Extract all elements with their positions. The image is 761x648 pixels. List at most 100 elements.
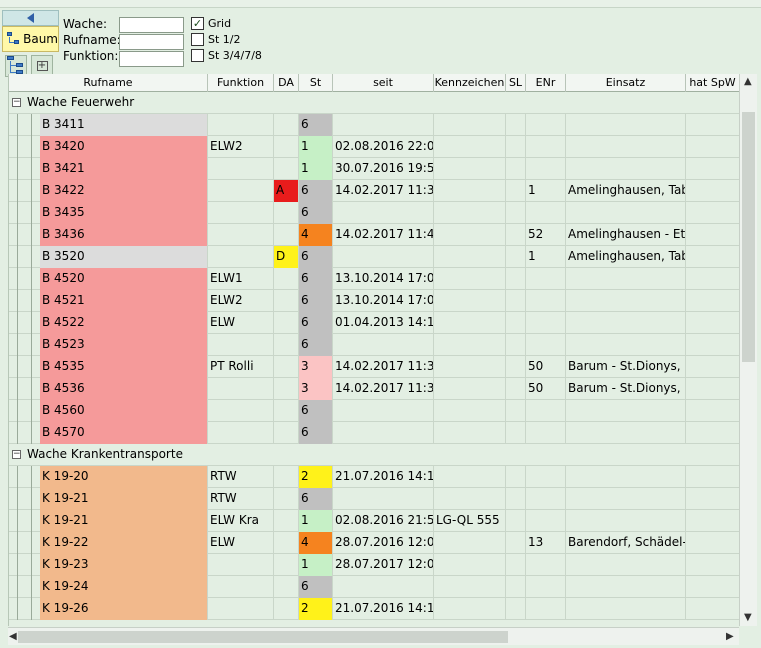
table-row[interactable]: K 19-22 ELW 4 28.07.2016 12:09 13 Barendorf, … <box>9 532 739 554</box>
table-row[interactable]: B 3520 D 6 1 Amelinghausen, Tabl <box>9 246 739 268</box>
st12-checkbox-label: St 1/2 <box>208 33 241 46</box>
table-row[interactable]: B 3411 6 <box>9 114 739 136</box>
scroll-left-icon[interactable]: ◀ <box>9 631 17 642</box>
cell-spw <box>686 532 739 554</box>
column-header-einsatz[interactable]: Einsatz <box>566 74 686 92</box>
tree-guide-line <box>17 466 18 620</box>
collapse-icon[interactable]: − <box>12 97 21 107</box>
table-row[interactable]: K 19-21 RTW 6 <box>9 488 739 510</box>
vertical-scrollbar[interactable]: ▲ ▼ <box>739 74 757 626</box>
cell-enr <box>526 114 566 136</box>
cell-einsatz <box>566 422 686 444</box>
cell-funktion <box>208 202 274 224</box>
cell-spw <box>686 246 739 268</box>
cell-da <box>274 532 299 554</box>
cell-funktion <box>208 422 274 444</box>
cell-einsatz: Barum - St.Dionys, Ei <box>566 378 686 400</box>
cell-seit <box>333 246 434 268</box>
collapse-icon[interactable]: − <box>12 449 21 459</box>
st12-checkbox[interactable]: St 1/2 <box>191 33 241 46</box>
wache-input[interactable] <box>119 17 184 33</box>
back-button[interactable] <box>2 10 59 26</box>
horizontal-scrollbar[interactable]: ◀ ▶ <box>8 627 739 645</box>
cell-kennz <box>434 356 506 378</box>
cell-da <box>274 114 299 136</box>
cell-enr <box>526 136 566 158</box>
table-row[interactable]: K 19-23 1 28.07.2017 12:09 <box>9 554 739 576</box>
column-header-enr[interactable]: ENr <box>526 74 566 92</box>
cell-enr <box>526 554 566 576</box>
baum-button[interactable]: Baum <box>2 26 59 52</box>
table-row[interactable]: B 4535 PT Rolli 3 14.02.2017 11:38 50 Barum -… <box>9 356 739 378</box>
table-row[interactable]: B 4520 ELW1 6 13.10.2014 17:04 <box>9 268 739 290</box>
cell-st: 4 <box>299 532 333 554</box>
cell-funktion <box>208 334 274 356</box>
table-row[interactable]: B 3421 1 30.07.2016 19:52 <box>9 158 739 180</box>
table-row[interactable]: K 19-21 ELW Kra 1 02.08.2016 21:59 LG-QL 555 <box>9 510 739 532</box>
table-row[interactable]: B 3422 A 6 14.02.2017 11:37 1 Amelinghausen, … <box>9 180 739 202</box>
cell-enr <box>526 422 566 444</box>
column-header-sl[interactable]: SL <box>506 74 526 92</box>
column-header-st[interactable]: St <box>299 74 333 92</box>
cell-enr <box>526 334 566 356</box>
cell-enr: 1 <box>526 246 566 268</box>
cell-sl <box>506 290 526 312</box>
scroll-right-icon[interactable]: ▶ <box>726 631 734 642</box>
cell-funktion <box>208 554 274 576</box>
scroll-down-icon[interactable]: ▼ <box>744 612 752 623</box>
table-row[interactable]: B 4536 3 14.02.2017 11:39 50 Barum - St.Dion… <box>9 378 739 400</box>
wache-label: Wache: <box>63 17 108 31</box>
st3478-checkbox-label: St 3/4/7/8 <box>208 49 262 62</box>
table-row[interactable]: B 4523 6 <box>9 334 739 356</box>
cell-einsatz <box>566 466 686 488</box>
table-row[interactable]: B 4570 6 <box>9 422 739 444</box>
column-header-rufname[interactable]: Rufname <box>9 74 208 92</box>
cell-einsatz <box>566 488 686 510</box>
table-row[interactable]: B 3420 ELW2 1 02.08.2016 22:00 <box>9 136 739 158</box>
horizontal-scroll-thumb[interactable] <box>18 631 508 643</box>
table-row[interactable]: B 3436 4 14.02.2017 11:40 52 Amelinghausen -… <box>9 224 739 246</box>
table-row[interactable]: B 4521 ELW2 6 13.10.2014 17:04 <box>9 290 739 312</box>
cell-rufname: B 3421 <box>40 158 208 180</box>
table-row[interactable]: K 19-24 6 <box>9 576 739 598</box>
scroll-up-icon[interactable]: ▲ <box>744 76 752 87</box>
tree-expand-icon <box>7 56 25 76</box>
cell-rufname: K 19-21 <box>40 488 208 510</box>
column-header-funktion[interactable]: Funktion <box>208 74 274 92</box>
cell-enr: 52 <box>526 224 566 246</box>
grid-checkbox[interactable]: ✓ Grid <box>191 17 231 30</box>
cell-st: 6 <box>299 312 333 334</box>
table-row[interactable]: B 4522 ELW 6 01.04.2013 14:17 <box>9 312 739 334</box>
cell-sl <box>506 510 526 532</box>
column-header-seit[interactable]: seit <box>333 74 434 92</box>
column-header-da[interactable]: DA <box>274 74 299 92</box>
cell-st: 3 <box>299 378 333 400</box>
cell-kennz <box>434 334 506 356</box>
group-row[interactable]: − Wache Krankentransporte <box>9 444 739 466</box>
table-row[interactable]: K 19-20 RTW 2 21.07.2016 14:11 <box>9 466 739 488</box>
cell-spw <box>686 224 739 246</box>
cell-da <box>274 290 299 312</box>
cell-enr: 50 <box>526 378 566 400</box>
checkmark-icon: ✓ <box>191 17 204 30</box>
st3478-checkbox[interactable]: St 3/4/7/8 <box>191 49 262 62</box>
table-row[interactable]: K 19-26 2 21.07.2016 14:11 <box>9 598 739 620</box>
funktion-label: Funktion: <box>63 49 119 63</box>
cell-kennz <box>434 202 506 224</box>
cell-seit: 02.08.2016 22:00 <box>333 136 434 158</box>
cell-funktion <box>208 378 274 400</box>
add-button[interactable]: + <box>31 55 53 77</box>
rufname-input[interactable] <box>119 34 184 50</box>
vertical-scroll-thumb[interactable] <box>742 112 755 362</box>
column-header-kennzeichen[interactable]: Kennzeichen <box>434 74 506 92</box>
funktion-input[interactable] <box>119 51 184 67</box>
cell-kennz <box>434 532 506 554</box>
table-row[interactable]: B 3435 6 <box>9 202 739 224</box>
group-row[interactable]: − Wache Feuerwehr <box>9 92 739 114</box>
cell-enr <box>526 290 566 312</box>
cell-st: 6 <box>299 180 333 202</box>
cell-rufname: B 4522 <box>40 312 208 334</box>
table-row[interactable]: B 4560 6 <box>9 400 739 422</box>
cell-seit <box>333 334 434 356</box>
column-header-hat-spw[interactable]: hat SpW <box>686 74 739 92</box>
